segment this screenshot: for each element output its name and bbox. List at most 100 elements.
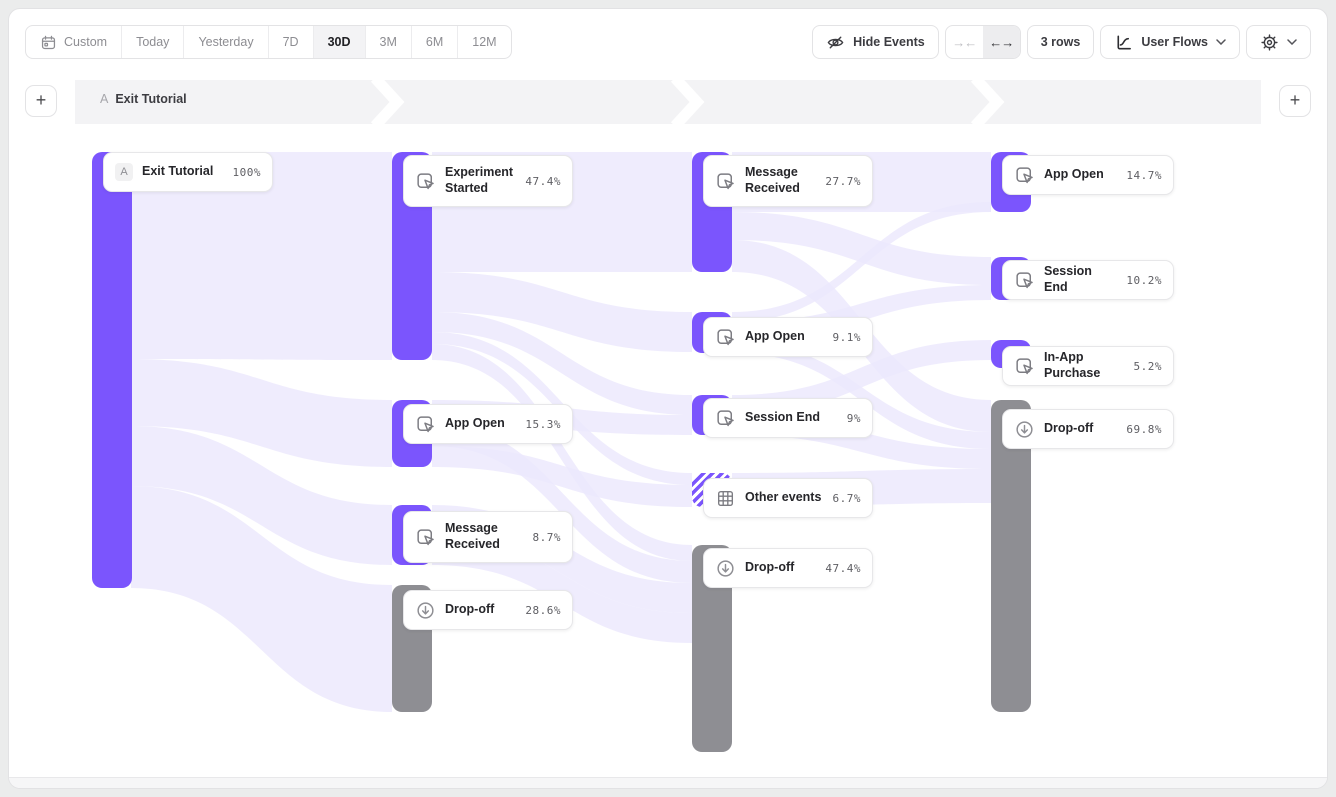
flow-node-card-drop-off[interactable]: Drop-off 69.8% <box>1002 409 1174 449</box>
chevron-down-icon <box>1287 39 1297 45</box>
collapse-width-button[interactable]: →← <box>946 26 983 58</box>
flow-ribbon <box>732 340 991 415</box>
flow-node-card-session-end[interactable]: Session End 10.2% <box>1002 260 1174 300</box>
event-cursor-icon <box>415 527 436 548</box>
flow-bar-exit-tutorial[interactable] <box>92 152 132 588</box>
step-title: Exit Tutorial <box>115 92 187 106</box>
date-range-yesterday[interactable]: Yesterday <box>184 26 269 58</box>
arrows-out-icon: ←→ <box>989 34 1014 50</box>
event-cursor-icon <box>715 327 736 348</box>
add-step-right-button[interactable]: + <box>1279 85 1311 117</box>
settings-button[interactable] <box>1246 25 1311 59</box>
toolbar: Custom Today Yesterday 7D 30D 3M 6M 12M Hide Ev… <box>25 25 1311 59</box>
toolbar-right-cluster: Hide Events →← ←→ 3 rows <box>812 25 1311 59</box>
date-range-7d[interactable]: 7D <box>269 26 314 58</box>
event-cursor-icon <box>1014 270 1035 291</box>
flow-ribbon <box>732 342 991 449</box>
flow-node-label: App Open <box>745 329 805 344</box>
flow-node-card-app-open[interactable]: App Open 9.1% <box>703 317 873 357</box>
flow-node-percentage: 47.4% <box>525 174 561 188</box>
date-range-label: 12M <box>472 35 497 49</box>
flow-node-label: Drop-off <box>745 560 795 575</box>
flow-node-percentage: 14.7% <box>1126 168 1162 182</box>
flow-node-label: In-App Purchase <box>1044 350 1101 380</box>
gear-icon <box>1260 33 1279 52</box>
flow-node-card-other-events[interactable]: Other events 6.7% <box>703 478 873 518</box>
flow-node-card-session-end[interactable]: Session End 9% <box>703 398 873 438</box>
expand-width-button[interactable]: ←→ <box>982 26 1020 58</box>
date-range-label: 6M <box>425 35 444 49</box>
event-cursor-icon <box>415 414 436 435</box>
flow-ribbon <box>131 426 392 565</box>
flow-node-percentage: 6.7% <box>832 491 861 505</box>
date-range-custom[interactable]: Custom <box>26 26 123 58</box>
flow-ribbon <box>732 212 991 285</box>
date-range-today[interactable]: Today <box>122 26 185 58</box>
view-selector-button[interactable]: User Flows <box>1100 25 1240 59</box>
date-range-label: 7D <box>282 35 299 49</box>
calendar-icon <box>40 34 57 51</box>
step-a-header[interactable]: A Exit Tutorial <box>100 92 187 106</box>
event-cursor-icon <box>1014 356 1035 377</box>
flow-node-percentage: 9.1% <box>832 330 861 344</box>
flow-node-card-app-open[interactable]: App Open 14.7% <box>1002 155 1174 195</box>
flow-ribbon <box>131 152 392 360</box>
flow-node-card-app-open[interactable]: App Open 15.3% <box>403 404 573 444</box>
event-cursor-icon <box>1014 165 1035 186</box>
hide-events-button[interactable]: Hide Events <box>812 25 939 59</box>
flow-node-percentage: 15.3% <box>525 417 561 431</box>
flow-ribbon <box>432 312 692 415</box>
flow-node-card-message-received[interactable]: Message Received 27.7% <box>703 155 873 207</box>
event-cursor-icon <box>415 171 436 192</box>
date-range-group: Custom Today Yesterday 7D 30D 3M 6M 12M <box>25 25 512 59</box>
flow-node-card-message-received[interactable]: Message Received 8.7% <box>403 511 573 563</box>
flow-node-percentage: 10.2% <box>1126 273 1162 287</box>
drop-off-icon <box>1014 419 1035 440</box>
flow-node-card-drop-off[interactable]: Drop-off 28.6% <box>403 590 573 630</box>
flow-node-label: App Open <box>1044 167 1104 182</box>
flow-ribbon <box>432 446 692 507</box>
rows-label: 3 rows <box>1040 35 1081 49</box>
date-range-label: Yesterday <box>198 35 254 49</box>
flow-node-percentage: 28.6% <box>525 603 561 617</box>
flow-node-label: Other events <box>745 490 822 505</box>
flow-node-label: Message Received <box>445 521 500 551</box>
flow-node-percentage: 5.2% <box>1133 359 1162 373</box>
date-range-30d[interactable]: 30D <box>313 26 366 58</box>
event-cursor-icon <box>715 171 736 192</box>
flow-node-label: Drop-off <box>445 602 495 617</box>
flow-node-card-in-app-purchase[interactable]: In-App Purchase 5.2% <box>1002 346 1174 386</box>
flow-node-percentage: 27.7% <box>825 174 861 188</box>
date-range-label: Custom <box>64 35 108 49</box>
event-cursor-icon <box>715 408 736 429</box>
step-letter-chip: A <box>115 163 133 181</box>
other-events-icon <box>715 488 736 509</box>
flow-node-card-experiment-started[interactable]: Experiment Started 47.4% <box>403 155 573 207</box>
flow-ribbon <box>732 202 991 322</box>
flow-ribbon <box>131 359 392 467</box>
flow-node-label: Exit Tutorial <box>142 164 214 179</box>
view-label: User Flows <box>1141 35 1208 49</box>
rows-button[interactable]: 3 rows <box>1026 25 1095 59</box>
flow-node-percentage: 47.4% <box>825 561 861 575</box>
chevron-down-icon <box>1216 39 1226 45</box>
flow-bar-drop-off[interactable] <box>991 400 1031 712</box>
flow-node-card-exit-tutorial[interactable]: A Exit Tutorial 100% <box>103 152 273 192</box>
flow-node-percentage: 69.8% <box>1126 422 1162 436</box>
arrows-in-icon: →← <box>952 34 977 50</box>
flow-ribbon <box>131 486 392 712</box>
add-step-left-button[interactable]: + <box>25 85 57 117</box>
flow-chart-icon <box>1114 33 1133 52</box>
flow-node-label: Session End <box>745 410 821 425</box>
step-chevrons <box>370 80 1005 124</box>
date-range-12m[interactable]: 12M <box>458 26 510 58</box>
drop-off-icon <box>415 600 436 621</box>
flow-node-percentage: 100% <box>232 165 261 179</box>
date-range-6m[interactable]: 6M <box>412 26 459 58</box>
flow-node-label: Drop-off <box>1044 421 1094 436</box>
flow-node-card-drop-off[interactable]: Drop-off 47.4% <box>703 548 873 588</box>
date-range-3m[interactable]: 3M <box>366 26 412 58</box>
drop-off-icon <box>715 558 736 579</box>
